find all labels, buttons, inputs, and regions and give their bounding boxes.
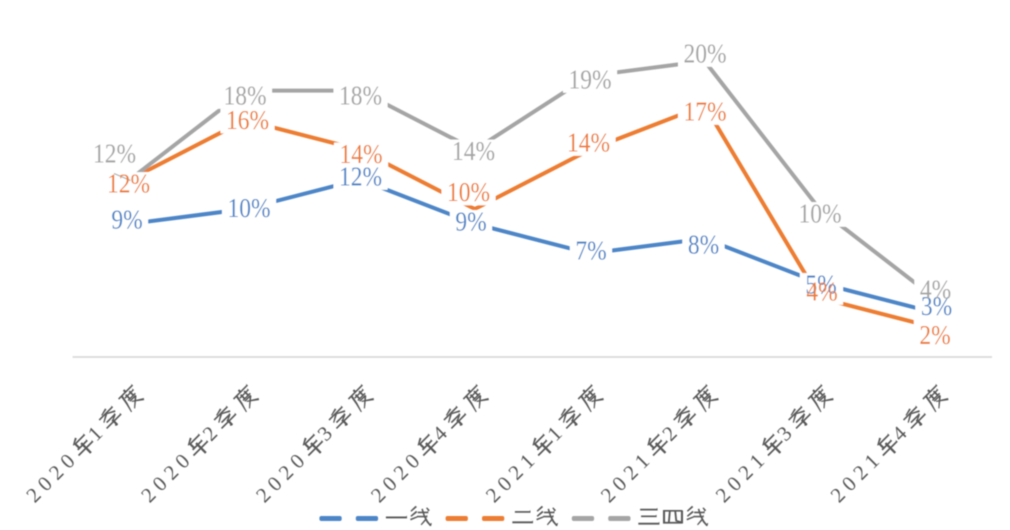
svg-text:10%: 10% bbox=[798, 199, 841, 229]
svg-text:16%: 16% bbox=[226, 106, 269, 136]
svg-text:12%: 12% bbox=[93, 139, 136, 169]
svg-text:18%: 18% bbox=[339, 81, 382, 111]
svg-text:7%: 7% bbox=[575, 236, 606, 266]
svg-text:20%: 20% bbox=[683, 39, 726, 69]
svg-text:10%: 10% bbox=[227, 194, 270, 224]
svg-text:14%: 14% bbox=[567, 128, 610, 158]
svg-text:3%: 3% bbox=[921, 292, 952, 322]
svg-text:12%: 12% bbox=[339, 162, 382, 192]
svg-text:18%: 18% bbox=[223, 81, 266, 111]
svg-text:17%: 17% bbox=[683, 97, 726, 127]
svg-text:14%: 14% bbox=[339, 140, 382, 170]
svg-text:5%: 5% bbox=[805, 270, 836, 300]
svg-text:10%: 10% bbox=[447, 178, 490, 208]
svg-text:2%: 2% bbox=[919, 321, 950, 351]
svg-text:4%: 4% bbox=[806, 277, 837, 307]
svg-text:9%: 9% bbox=[111, 205, 142, 235]
svg-text:4%: 4% bbox=[920, 275, 951, 305]
svg-text:12%: 12% bbox=[107, 169, 150, 199]
svg-text:14%: 14% bbox=[452, 137, 495, 167]
svg-text:8%: 8% bbox=[688, 230, 719, 260]
svg-text:9%: 9% bbox=[455, 207, 486, 237]
svg-text:19%: 19% bbox=[568, 65, 611, 95]
